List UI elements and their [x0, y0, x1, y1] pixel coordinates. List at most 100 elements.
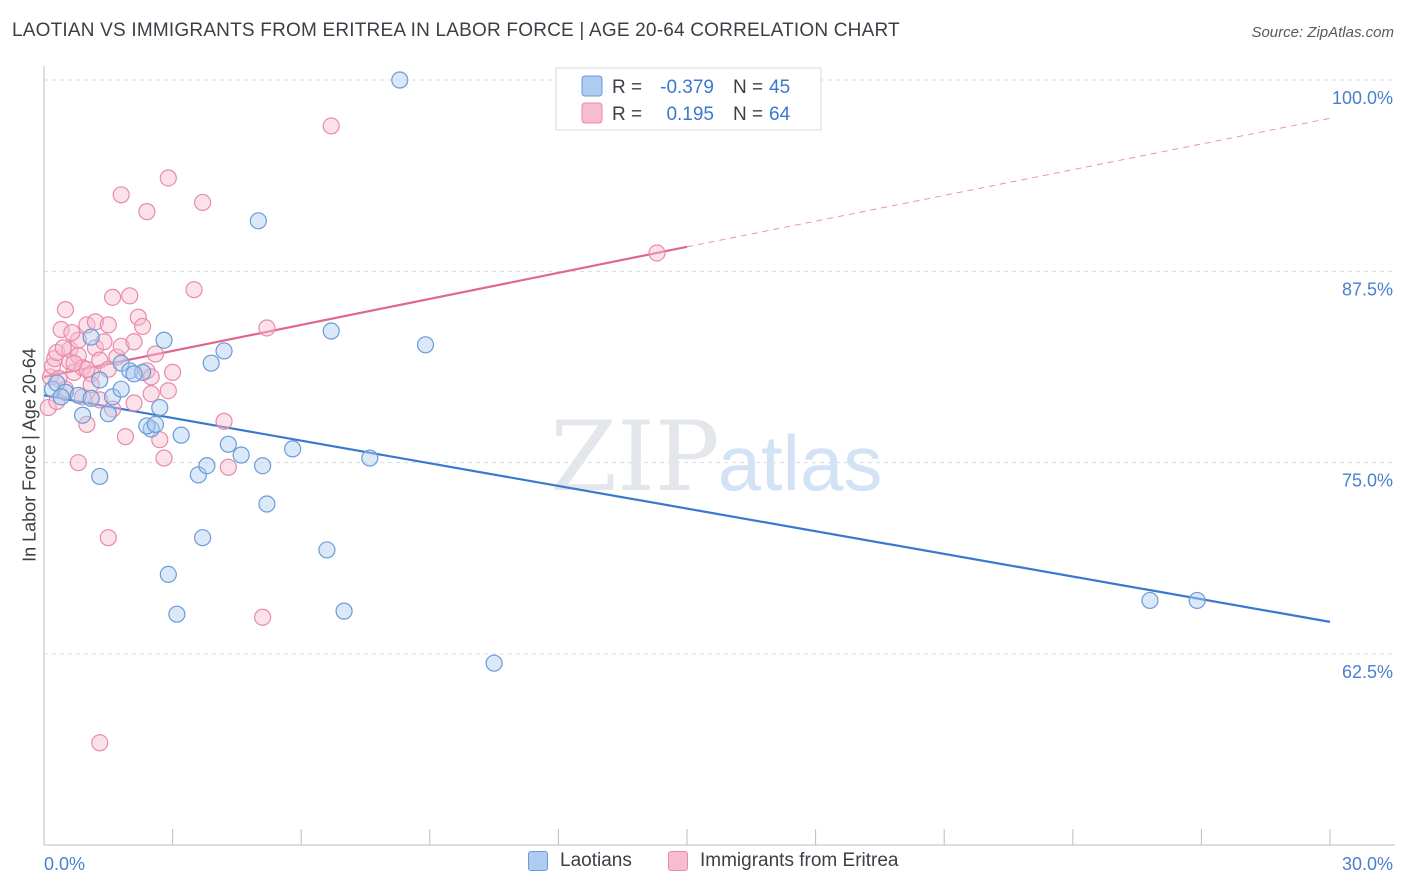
legend-label-eritrea: Immigrants from Eritrea: [700, 850, 899, 871]
legend-n-value-1: 45: [769, 77, 790, 98]
legend-r-value-1: -0.379: [660, 77, 714, 98]
point-laotians: [284, 440, 302, 458]
point-eritrea: [194, 193, 212, 212]
point-eritrea: [39, 398, 57, 417]
point-laotians: [1141, 591, 1159, 610]
series-legend: Laotians Immigrants from Eritrea: [0, 850, 1406, 878]
point-laotians: [133, 363, 152, 381]
point-eritrea: [185, 281, 203, 299]
legend-r-label-2: R =: [612, 104, 642, 125]
point-laotians: [82, 389, 100, 407]
point-laotians: [172, 426, 190, 444]
point-eritrea: [91, 734, 109, 752]
point-eritrea: [91, 351, 109, 369]
trend-lines: [43, 117, 1331, 623]
point-laotians: [155, 331, 173, 349]
point-laotians: [52, 388, 70, 406]
point-laotians: [391, 71, 409, 89]
point-eritrea: [155, 449, 173, 467]
point-eritrea: [61, 340, 79, 358]
point-eritrea: [116, 428, 135, 446]
point-eritrea: [69, 454, 87, 472]
legend-r-label-1: R =: [612, 77, 642, 98]
point-eritrea: [142, 385, 160, 403]
point-eritrea: [54, 339, 72, 357]
data-points: [39, 71, 1206, 752]
point-laotians: [202, 354, 220, 372]
legend-swatch-eritrea: [581, 102, 603, 124]
point-eritrea: [112, 186, 130, 204]
point-eritrea: [138, 203, 156, 221]
point-eritrea: [112, 337, 130, 355]
point-laotians: [48, 374, 66, 392]
point-eritrea: [125, 333, 143, 351]
legend-item-eritrea: Immigrants from Eritrea: [668, 850, 898, 872]
watermark: ZIP atlas: [550, 401, 882, 513]
point-laotians: [146, 415, 165, 433]
y-tick-label: 100.0%: [1332, 88, 1393, 108]
x-tick-label: 30.0%: [1342, 854, 1393, 874]
point-eritrea: [648, 244, 666, 262]
watermark-atlas: atlas: [718, 419, 883, 507]
legend-item-laotians: Laotians: [528, 850, 632, 872]
point-eritrea: [129, 308, 147, 326]
legend-n-value-2: 64: [769, 104, 791, 125]
point-laotians: [254, 457, 272, 475]
point-eritrea: [322, 117, 340, 135]
point-laotians: [232, 446, 250, 464]
point-laotians: [125, 365, 143, 383]
point-eritrea: [258, 319, 276, 337]
chart-title: LAOTIAN VS IMMIGRANTS FROM ERITREA IN LA…: [12, 20, 900, 41]
point-eritrea: [65, 354, 83, 372]
x-tick-label: 0.0%: [44, 854, 85, 874]
point-laotians: [91, 371, 109, 389]
point-laotians: [151, 398, 169, 417]
point-laotians: [99, 405, 117, 423]
point-laotians: [112, 380, 130, 398]
axes: [43, 66, 1395, 846]
point-eritrea: [78, 415, 96, 433]
source-credit: Source: ZipAtlas.com: [1251, 24, 1394, 41]
point-eritrea: [63, 323, 81, 342]
trend-line-eritrea-extension: [686, 117, 1331, 248]
point-laotians: [485, 654, 503, 672]
point-laotians: [159, 565, 177, 584]
y-tick-label: 75.0%: [1342, 471, 1393, 491]
point-laotians: [335, 602, 353, 620]
grid-lines: [44, 79, 1395, 655]
legend-label-laotians: Laotians: [560, 850, 632, 871]
point-eritrea: [56, 301, 75, 319]
point-laotians: [69, 386, 87, 404]
point-eritrea: [125, 394, 143, 412]
point-eritrea: [142, 368, 160, 386]
legend-n-label-1: N =: [733, 77, 763, 98]
point-laotians: [318, 541, 336, 559]
point-eritrea: [99, 316, 117, 334]
point-eritrea: [219, 458, 237, 476]
point-laotians: [82, 328, 100, 346]
tick-labels: 62.5% 75.0% 87.5% 100.0% 0.0% 30.0%: [44, 88, 1393, 874]
point-eritrea: [215, 412, 233, 430]
point-eritrea: [91, 391, 109, 409]
legend-r-value-2: 0.195: [666, 104, 714, 125]
point-eritrea: [133, 317, 152, 336]
watermark-zip: ZIP: [550, 401, 719, 513]
point-eritrea: [52, 320, 70, 339]
point-eritrea: [99, 529, 117, 547]
trend-line-eritrea: [43, 245, 688, 379]
y-tick-label: 87.5%: [1342, 279, 1393, 299]
point-eritrea: [121, 287, 139, 305]
point-eritrea: [95, 333, 113, 351]
point-laotians: [249, 212, 267, 230]
point-laotians: [73, 406, 92, 424]
point-laotians: [189, 466, 207, 484]
point-eritrea: [65, 363, 83, 381]
point-laotians: [1188, 591, 1206, 610]
point-eritrea: [146, 345, 165, 363]
point-laotians: [361, 449, 379, 467]
point-laotians: [168, 605, 186, 623]
point-laotians: [219, 435, 237, 453]
legend-n-label-2: N =: [733, 104, 763, 125]
point-laotians: [258, 495, 276, 513]
point-eritrea: [103, 288, 122, 306]
